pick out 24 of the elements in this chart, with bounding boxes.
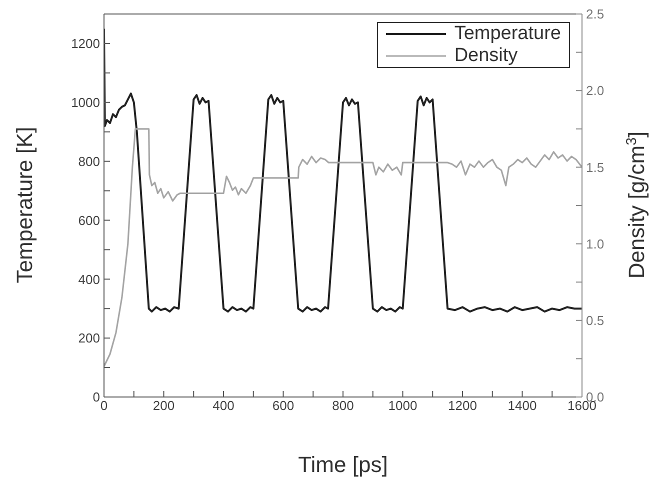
x-tick-label: 1400 [508,398,537,414]
y2-tick-label: 2.0 [586,83,604,98]
x-tick-label: 800 [332,398,354,414]
y-axis-title: Temperature [K] [12,126,37,284]
y-tick-label: 400 [78,272,100,287]
y-tick-label: 200 [78,330,100,346]
y2-tick-label: 2.5 [586,6,604,22]
y2-tick-label: 0.5 [586,313,604,328]
x-tick-label: 1000 [388,398,418,414]
line-series [104,28,582,313]
x-axis-title: Time [ps] [298,452,388,477]
y-tick-label: 1000 [71,95,100,110]
x-tick-label: 400 [212,398,234,414]
x-tick-label: 600 [272,398,294,414]
y-tick-label: 1200 [71,36,100,52]
line-series [104,128,582,368]
legend-label: Density [454,45,518,67]
y-tick-label: 600 [78,212,100,228]
y-tick-label: 800 [78,154,100,169]
y2-tick-label: 1.5 [586,160,604,175]
x-tick-label: 200 [152,398,175,414]
x-tick-label: 1200 [448,398,477,414]
legend-label: Temperature [454,23,561,45]
y2-tick-label: 1.0 [586,236,604,252]
